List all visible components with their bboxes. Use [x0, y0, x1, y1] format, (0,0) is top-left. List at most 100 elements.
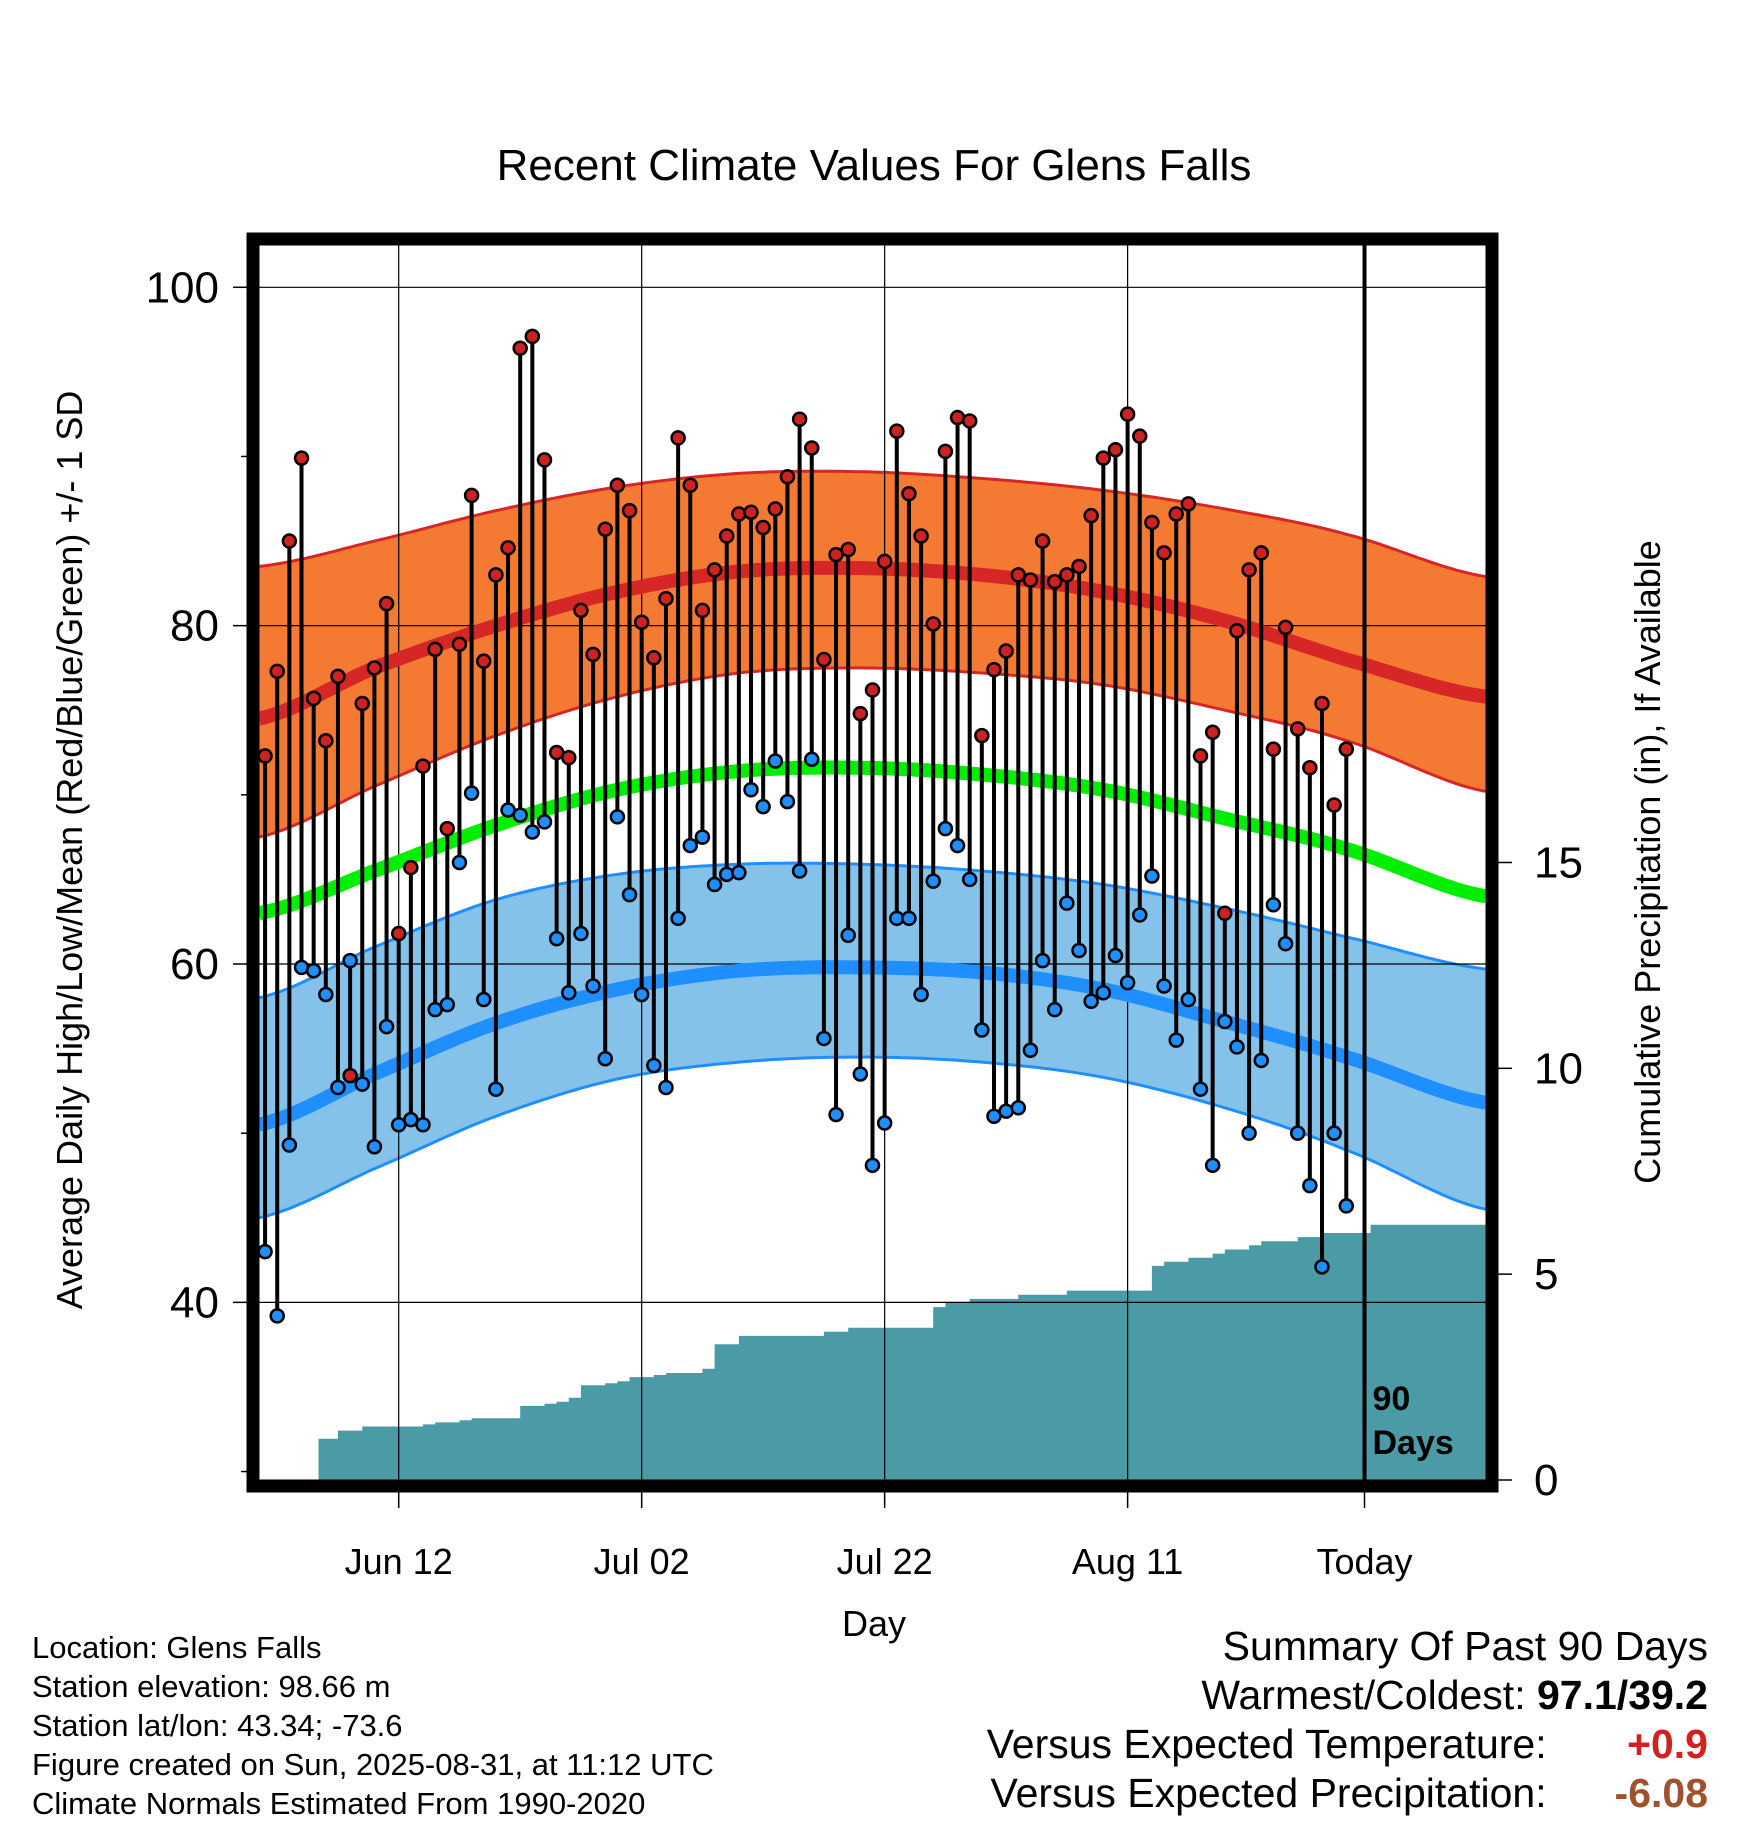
- low-temp-point: [1083, 993, 1099, 1009]
- high-temp-point: [1180, 496, 1197, 512]
- high-normal-line: [259, 560, 1486, 726]
- low-temp-point: [1022, 1042, 1039, 1059]
- low-temp-point: [366, 1138, 383, 1155]
- high-temp-point: [1156, 545, 1172, 561]
- low-temp-point: [1265, 897, 1282, 913]
- low-temp-point: [548, 930, 565, 947]
- high-temp-point: [463, 487, 480, 504]
- low-temp-point: [682, 837, 699, 854]
- low-temp-point: [330, 1079, 346, 1096]
- summary-heading: Summary Of Past 90 Days: [1222, 1623, 1708, 1669]
- high-temp-point: [488, 567, 504, 583]
- high-temp-point: [633, 614, 650, 631]
- low-temp-point: [974, 1022, 990, 1038]
- station-info: Location: Glens Falls Station elevation:…: [32, 1628, 714, 1823]
- low-temp-point: [804, 751, 820, 768]
- high-temp-point: [1277, 619, 1294, 636]
- low-temp-point: [1229, 1039, 1245, 1055]
- low-temp-point: [378, 1018, 395, 1035]
- y2-tick-label: 15: [1534, 839, 1583, 888]
- low-temp-point: [1241, 1125, 1257, 1141]
- low-temp-point: [1144, 868, 1160, 884]
- temp-label: Versus Expected Temperature:: [986, 1721, 1547, 1767]
- warm-cold-row: Warmest/Coldest: 97.1/39.2: [987, 1671, 1708, 1720]
- low-temp-point: [1277, 935, 1294, 952]
- low-temp-point: [281, 1137, 298, 1153]
- high-temp-point: [1083, 507, 1099, 524]
- high-temp-point: [1338, 741, 1355, 757]
- low-temp-point: [646, 1057, 662, 1074]
- warm-cold-label: Warmest/Coldest:: [1201, 1672, 1526, 1718]
- high-temp-point: [1229, 622, 1245, 639]
- low-temp-point: [816, 1030, 832, 1047]
- high-temp-point: [475, 653, 492, 669]
- low-temp-point: [561, 985, 577, 1001]
- high-temp-point: [318, 732, 334, 749]
- location-text: Location: Glens Falls: [32, 1630, 322, 1665]
- high-temp-point: [852, 705, 869, 722]
- low-temp-point: [1338, 1198, 1355, 1214]
- low-temp-point: [463, 785, 480, 801]
- low-temp-point: [1180, 991, 1197, 1008]
- low-temp-point: [597, 1050, 613, 1067]
- low-temp-point: [949, 837, 966, 854]
- low-temp-point: [925, 873, 941, 889]
- high-temp-point: [755, 519, 771, 536]
- high-temp-point: [342, 1067, 358, 1084]
- high-temp-point: [1168, 506, 1184, 522]
- low-temp-point: [536, 814, 553, 830]
- x-tick-label: Jul 02: [594, 1541, 690, 1582]
- low-temp-point: [269, 1308, 285, 1324]
- high-temp-point: [585, 646, 601, 663]
- low-temp-point: [524, 824, 541, 840]
- today-annotation: 90: [1373, 1380, 1411, 1418]
- low-temp-point: [658, 1079, 674, 1096]
- y-tick-label: 100: [146, 263, 219, 312]
- temp-row: Versus Expected Temperature: +0.9: [987, 1720, 1708, 1769]
- y2-axis-label: Cumulative Precipitation (in), If Availa…: [1627, 540, 1668, 1184]
- temp-value: +0.9: [1627, 1721, 1708, 1767]
- summary-panel: Summary Of Past 90 Days Warmest/Coldest:…: [987, 1622, 1708, 1818]
- high-temp-point: [901, 485, 917, 502]
- high-temp-point: [961, 413, 978, 429]
- low-temp-point: [718, 866, 735, 883]
- low-temp-point: [573, 925, 589, 942]
- high-temp-point: [876, 553, 893, 570]
- high-sd-lower-edge: [259, 666, 1486, 839]
- high-temp-point: [281, 533, 298, 549]
- precip-row: Versus Expected Precipitation: -6.08: [987, 1769, 1709, 1818]
- high-temp-point: [1132, 428, 1148, 444]
- low-temp-point: [621, 886, 638, 903]
- low-temp-point: [694, 829, 711, 845]
- low-temp-point: [1010, 1100, 1027, 1116]
- low-temp-point: [1326, 1125, 1342, 1141]
- elevation-text: Station elevation: 98.66 m: [32, 1669, 391, 1704]
- low-temp-point: [439, 996, 456, 1013]
- high-temp-point: [561, 749, 577, 766]
- precip-label: Versus Expected Precipitation:: [990, 1770, 1547, 1816]
- precip-value: -6.08: [1614, 1770, 1708, 1816]
- high-temp-point: [694, 602, 711, 619]
- low-temp-point: [488, 1081, 504, 1097]
- high-temp-point: [439, 820, 456, 837]
- high-temp-point: [670, 430, 686, 446]
- high-temp-point: [791, 411, 808, 428]
- low-temp-point: [670, 910, 686, 927]
- low-temp-point: [1034, 952, 1051, 969]
- low-temp-point: [791, 863, 808, 879]
- high-temp-point: [1192, 748, 1209, 764]
- plot-frame: [246, 232, 1499, 1493]
- high-temp-point: [864, 682, 881, 698]
- precip-area: [259, 1224, 1486, 1480]
- high-temp-point: [524, 328, 541, 345]
- low-temp-point: [633, 986, 650, 1003]
- y-axis-label: Average Daily High/Low/Mean (Red/Blue/Gr…: [49, 391, 90, 1310]
- low-temp-point: [1314, 1259, 1330, 1275]
- low-temp-point: [755, 798, 771, 815]
- y-tick-label: 40: [170, 1278, 219, 1327]
- high-temp-point: [366, 660, 383, 676]
- high-temp-point: [1326, 797, 1342, 813]
- high-temp-point: [889, 423, 905, 439]
- low-temp-point: [937, 820, 954, 837]
